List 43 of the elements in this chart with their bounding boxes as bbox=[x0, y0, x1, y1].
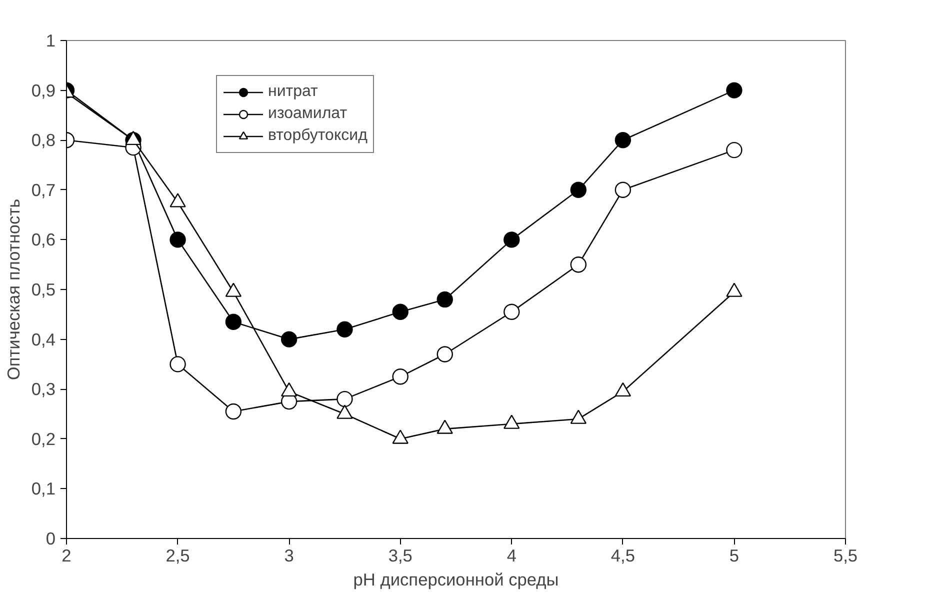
y-tick-label: 0,2 bbox=[31, 428, 56, 449]
x-tick-label: 3 bbox=[284, 546, 294, 566]
point bbox=[436, 291, 453, 308]
x-tick-label: 3,5 bbox=[388, 546, 412, 566]
x-tick-label: 5,5 bbox=[833, 546, 858, 566]
y-tick-label: 0,1 bbox=[31, 478, 56, 499]
y-tick-label: 0,7 bbox=[31, 180, 56, 200]
x-axis-title: pH дисперсионной среды bbox=[353, 570, 559, 590]
point bbox=[225, 403, 242, 420]
y-axis-title: Оптическая плотность bbox=[3, 198, 24, 380]
y-tick-label: 1 bbox=[46, 30, 56, 50]
y-tick-label: 0,3 bbox=[31, 379, 56, 400]
point bbox=[570, 182, 587, 198]
y-tick-label: 0,9 bbox=[31, 80, 56, 100]
point bbox=[726, 82, 742, 98]
legend-label: нитрат bbox=[268, 83, 318, 101]
y-tick-label: 0 bbox=[46, 528, 56, 548]
x-tick-label: 4,5 bbox=[610, 546, 635, 566]
x-tick-label: 5 bbox=[729, 546, 740, 566]
x-tick-label: 2,5 bbox=[166, 546, 190, 566]
y-tick-label: 0,8 bbox=[31, 130, 56, 150]
point bbox=[504, 232, 520, 248]
point bbox=[170, 356, 186, 372]
y-tick-label: 0,6 bbox=[31, 230, 56, 250]
point bbox=[436, 346, 453, 362]
point bbox=[614, 182, 632, 198]
point bbox=[336, 390, 353, 408]
point bbox=[504, 304, 520, 320]
point bbox=[392, 304, 408, 320]
point bbox=[336, 321, 353, 338]
legend-label: изоамилат bbox=[268, 105, 348, 123]
x-tick-label: 4 bbox=[506, 546, 517, 566]
point bbox=[726, 142, 742, 158]
point bbox=[570, 256, 587, 273]
point bbox=[170, 232, 186, 248]
legend-label: вторбутоксид bbox=[268, 127, 368, 145]
point bbox=[280, 331, 298, 348]
x-tick-label: 2 bbox=[62, 546, 72, 566]
point bbox=[614, 132, 632, 148]
y-tick-label: 0,5 bbox=[31, 280, 56, 300]
point bbox=[225, 314, 242, 330]
point bbox=[392, 368, 408, 385]
y-tick-label: 0,4 bbox=[31, 329, 56, 350]
